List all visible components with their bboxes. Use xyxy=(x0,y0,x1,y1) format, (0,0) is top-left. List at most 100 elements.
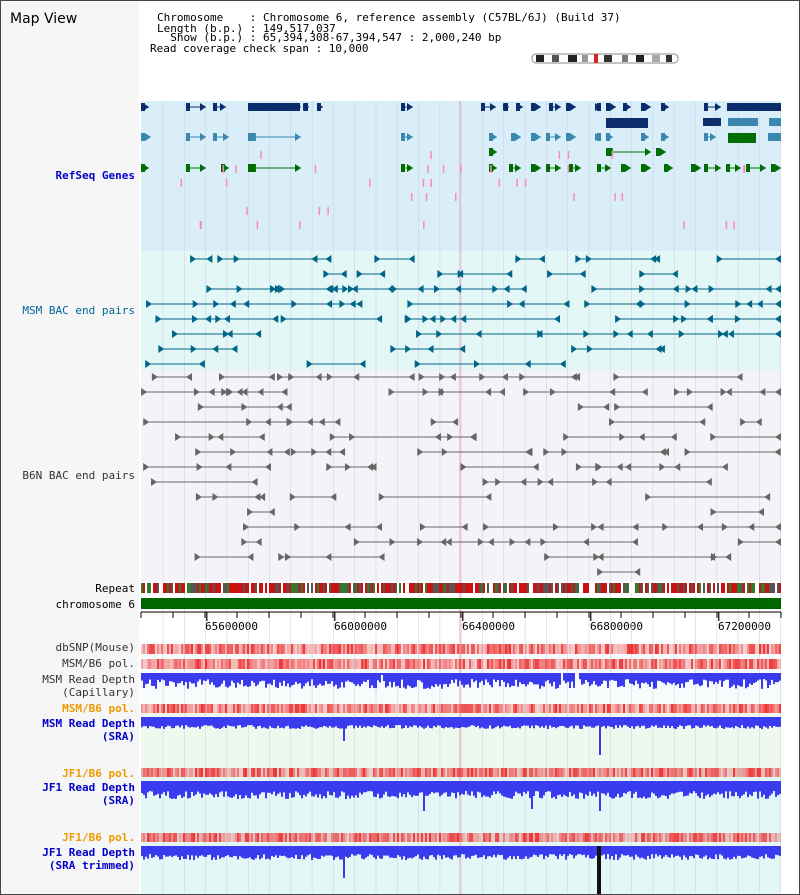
polymorphism-mark xyxy=(763,659,765,669)
track-label-refseq[interactable]: RefSeq Genes xyxy=(55,169,135,182)
read-depth-bar xyxy=(589,781,591,792)
polymorphism-mark xyxy=(689,659,691,669)
track-label-msm-pol-1[interactable]: MSM/B6 pol. xyxy=(62,657,135,670)
polymorphism-mark xyxy=(647,659,649,669)
repeat-mark xyxy=(393,583,395,593)
track-label-msm-pol-2[interactable]: MSM/B6 pol. xyxy=(62,702,135,715)
polymorphism-mark xyxy=(221,659,223,669)
repeat-mark xyxy=(317,583,319,593)
read-depth-bar xyxy=(575,717,577,726)
read-depth-bar xyxy=(475,846,477,855)
read-depth-bar xyxy=(303,781,305,795)
repeat-mark xyxy=(771,583,773,593)
repeat-mark xyxy=(515,583,517,593)
polymorphism-mark xyxy=(515,659,517,669)
read-depth-bar xyxy=(605,673,607,681)
repeat-mark xyxy=(683,583,685,593)
track-label-jf1-pol-1[interactable]: JF1/B6 pol. xyxy=(62,767,135,780)
polymorphism-mark xyxy=(295,833,297,842)
read-depth-bar xyxy=(759,781,761,792)
read-depth-bar xyxy=(459,717,461,729)
read-depth-bar xyxy=(209,846,211,855)
track-label-chromosome[interactable]: chromosome 6 xyxy=(55,598,135,611)
gene-arrow xyxy=(295,164,301,172)
read-depth-bar xyxy=(413,781,415,796)
track-label-dbsnp[interactable]: dbSNP(Mouse) xyxy=(55,641,135,654)
polymorphism-mark xyxy=(591,833,593,842)
track-label-msm-bac[interactable]: MSM BAC end pairs xyxy=(22,304,135,317)
b6n-bac-pair-end xyxy=(479,373,486,381)
read-depth-bar xyxy=(145,717,147,727)
read-depth-bar xyxy=(297,717,299,729)
polymorphism-mark xyxy=(471,768,473,777)
read-depth-bar xyxy=(607,846,609,855)
read-depth-bar xyxy=(687,846,689,860)
read-depth-bar xyxy=(451,846,453,860)
polymorphism-mark xyxy=(277,833,279,842)
polymorphism-mark xyxy=(383,768,385,777)
polymorphism-mark xyxy=(213,644,215,654)
read-depth-bar xyxy=(307,717,309,727)
track-label-b6n-bac[interactable]: B6N BAC end pairs xyxy=(22,469,135,482)
polymorphism-mark xyxy=(511,704,513,713)
polymorphism-mark xyxy=(759,644,761,654)
polymorphism-mark xyxy=(675,704,677,713)
track-label-msm-depth-capillary[interactable]: MSM Read Depth (Capillary) xyxy=(42,673,135,699)
polymorphism-mark xyxy=(447,704,449,713)
read-depth-bar xyxy=(721,717,723,729)
read-depth-bar xyxy=(489,717,491,726)
chromosome-ideogram-icon[interactable] xyxy=(530,53,682,65)
snp-mark xyxy=(725,221,728,229)
track-label-jf1-depth-sra[interactable]: JF1 Read Depth (SRA) xyxy=(42,781,135,807)
polymorphism-mark xyxy=(567,768,569,777)
polymorphism-mark xyxy=(473,833,475,842)
polymorphism-mark xyxy=(601,768,603,777)
polymorphism-mark xyxy=(665,704,667,713)
read-depth-bar xyxy=(149,717,151,727)
read-depth-bar xyxy=(445,846,447,858)
snp-mark xyxy=(683,221,685,229)
polymorphism-mark xyxy=(529,768,531,777)
polymorphism-mark xyxy=(283,659,285,669)
polymorphism-mark xyxy=(501,768,503,777)
msm-bac-pair-end xyxy=(342,285,349,293)
polymorphism-mark xyxy=(391,704,393,713)
repeat-mark xyxy=(273,583,275,593)
repeat-mark xyxy=(681,583,683,593)
polymorphism-mark xyxy=(301,659,303,669)
track-label-msm-depth-sra[interactable]: MSM Read Depth (SRA) xyxy=(42,717,135,743)
read-depth-bar xyxy=(533,717,535,729)
read-depth-bar xyxy=(169,673,171,682)
polymorphism-mark xyxy=(293,644,295,654)
read-depth-bar xyxy=(141,846,143,856)
read-depth-bar xyxy=(537,717,539,726)
read-depth-bar xyxy=(347,846,349,858)
polymorphism-mark xyxy=(249,768,251,777)
b6n-bac-pair-end xyxy=(278,553,285,561)
msm-bac-pair-end xyxy=(459,345,466,353)
polymorphism-mark xyxy=(295,768,297,777)
track-label-jf1-pol-2[interactable]: JF1/B6 pol. xyxy=(62,831,135,844)
read-depth-bar xyxy=(333,717,335,728)
polymorphism-mark xyxy=(767,659,769,669)
repeat-mark xyxy=(531,583,533,593)
read-depth-bar xyxy=(603,673,605,681)
track-label-repeat[interactable]: Repeat xyxy=(95,582,135,595)
polymorphism-mark xyxy=(555,833,557,842)
read-depth-bar xyxy=(157,846,159,857)
gene-arrow xyxy=(535,103,541,111)
polymorphism-mark xyxy=(449,768,451,777)
track-label-jf1-depth-trimmed[interactable]: JF1 Read Depth (SRA trimmed) xyxy=(42,846,135,872)
read-depth-bar xyxy=(467,717,469,728)
b6n-bac-pair-end xyxy=(674,463,681,471)
snp-mark xyxy=(369,179,371,187)
polymorphism-mark xyxy=(693,833,695,842)
read-depth-bar xyxy=(413,673,415,688)
polymorphism-mark xyxy=(239,644,241,654)
read-depth-bar xyxy=(221,717,223,728)
polymorphism-mark xyxy=(567,659,569,669)
polymorphism-mark xyxy=(403,768,405,777)
read-depth-bar xyxy=(445,673,447,685)
polymorphism-mark xyxy=(193,833,195,842)
